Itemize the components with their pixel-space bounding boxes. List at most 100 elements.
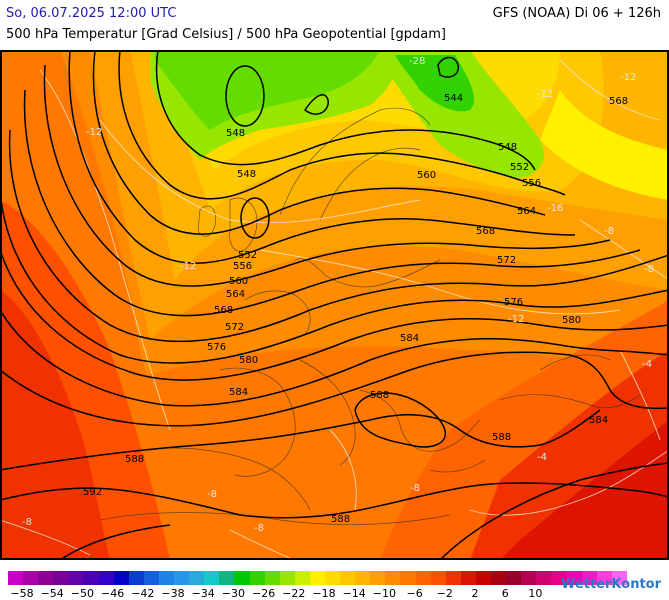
contour-label: 568: [609, 96, 628, 107]
legend-tick-label: −46: [100, 587, 125, 600]
temperature-label-layer: -28 -12 -12 -12 -16 -12 -12 -8 -8 -4 -8 …: [22, 56, 654, 534]
legend-swatch: [370, 571, 386, 585]
contour-label: 584: [589, 415, 608, 426]
legend-tick-label: −22: [282, 587, 306, 600]
map-frame: [0, 50, 669, 560]
legend-swatch: [23, 571, 39, 585]
legend-swatch: [400, 571, 416, 585]
legend-swatch: [294, 571, 310, 585]
contour-label-layer: 548 548 544 548 552 556 552 556 560 560 …: [83, 93, 628, 525]
legend-swatch: [475, 571, 491, 585]
legend-swatch: [491, 571, 507, 585]
legend-swatch: [460, 571, 476, 585]
legend-swatch: [445, 571, 461, 585]
model-run: GFS (NOAA) Di 06 + 126h: [492, 6, 661, 21]
legend-tick-label: −14: [342, 587, 366, 600]
contour-label: 584: [229, 387, 248, 398]
legend-tick-label: −50: [70, 587, 94, 600]
temperature-label: -8: [22, 517, 32, 528]
legend-swatch: [430, 571, 446, 585]
contour-label: 544: [444, 93, 463, 104]
legend-swatch: [596, 571, 612, 585]
legend-tick-label: −58: [10, 587, 34, 600]
contour-label: 552: [238, 250, 257, 261]
weather-map: 548 548 544 548 552 556 552 556 560 560 …: [0, 50, 669, 560]
forecast-date: So, 06.07.2025 12:00 UTC: [6, 6, 177, 21]
contour-label: 588: [331, 514, 350, 525]
legend-tick-label: −26: [251, 587, 276, 600]
contour-label: 548: [226, 128, 245, 139]
temperature-label: -12: [86, 127, 102, 138]
temperature-label: -8: [644, 264, 654, 275]
legend-swatch: [385, 571, 401, 585]
contour-label: 568: [476, 226, 495, 237]
legend-tick-label: −34: [191, 587, 215, 600]
legend-swatch: [128, 571, 144, 585]
legend-ticks: −58 −54 −50 −46 −42 −38 −34 −30 −26 −22 −18 −14 −10−…: [8, 587, 543, 600]
temperature-label: -8: [410, 483, 420, 494]
isotherms: [0, 59, 669, 559]
legend-swatch: [219, 571, 235, 585]
legend-swatch: [506, 571, 522, 585]
legend-swatch: [581, 571, 597, 585]
temperature-label: -4: [537, 452, 547, 463]
legend-swatch: [158, 571, 175, 585]
legend-tick-label: −6: [406, 587, 423, 600]
temperature-label: -8: [207, 489, 217, 500]
contour-label: 588: [492, 432, 511, 443]
legend-swatch: [234, 571, 250, 585]
legend-tick-label: −10: [372, 587, 396, 600]
yellow-band-east: [540, 90, 669, 200]
temp-zone-hot-west-core: [0, 290, 110, 560]
contour-label: 572: [497, 255, 516, 266]
temperature-label: -4: [642, 359, 652, 370]
legend-swatch: [204, 571, 220, 585]
legend-tick-label: −42: [131, 587, 155, 600]
legend-tick-label: −18: [312, 587, 336, 600]
temperature-label: -12: [537, 89, 553, 100]
temp-zone-dark-red-southeast: [500, 420, 669, 560]
legend-swatch: [309, 571, 325, 585]
contour-label: 548: [237, 169, 256, 180]
contour-label: 588: [370, 390, 389, 401]
legend-tick-label: −2: [436, 587, 453, 600]
contour-label: 564: [517, 206, 536, 217]
brand-logo: WetterKontor: [561, 577, 661, 592]
legend-tick-label: 6: [501, 587, 509, 600]
legend-swatch: [355, 571, 371, 585]
contour-label: 556: [233, 261, 252, 272]
contour-label: 576: [504, 297, 523, 308]
temperature-label: -16: [547, 203, 563, 214]
legend-tick-label: 2: [471, 587, 479, 600]
contour-label: 556: [522, 178, 541, 189]
legend-swatch: [566, 571, 582, 585]
legend-swatch: [611, 571, 627, 585]
cold-pool-east-core: [395, 55, 475, 112]
contour-label: 572: [225, 322, 244, 333]
contour-label: 580: [562, 315, 581, 326]
temperature-label: -12: [508, 314, 524, 325]
contour-label: 588: [125, 454, 144, 465]
contour-label: 560: [417, 170, 436, 181]
legend-tick-label: −38: [161, 587, 185, 600]
legend-swatch: [415, 571, 431, 585]
temperature-label: -8: [604, 226, 614, 237]
legend-swatch: [8, 571, 24, 585]
contour-label: 580: [239, 355, 258, 366]
contour-label: 576: [207, 342, 226, 353]
temperature-label: -28: [409, 56, 425, 67]
legend-swatch: [551, 571, 567, 585]
contour-label: 552: [510, 162, 529, 173]
legend-swatch: [536, 571, 552, 585]
contour-label: 548: [498, 142, 517, 153]
contour-label: 584: [400, 333, 419, 344]
legend-swatch: [279, 571, 295, 585]
legend-swatch: [38, 571, 54, 585]
cold-pool-west-core: [155, 50, 380, 130]
legend-swatch: [521, 571, 537, 585]
contour-label: 592: [83, 487, 102, 498]
legend-swatch: [340, 571, 356, 585]
legend-swatch: [249, 571, 265, 585]
legend-tick-label: 10: [528, 587, 543, 600]
legend-swatch: [189, 571, 205, 585]
